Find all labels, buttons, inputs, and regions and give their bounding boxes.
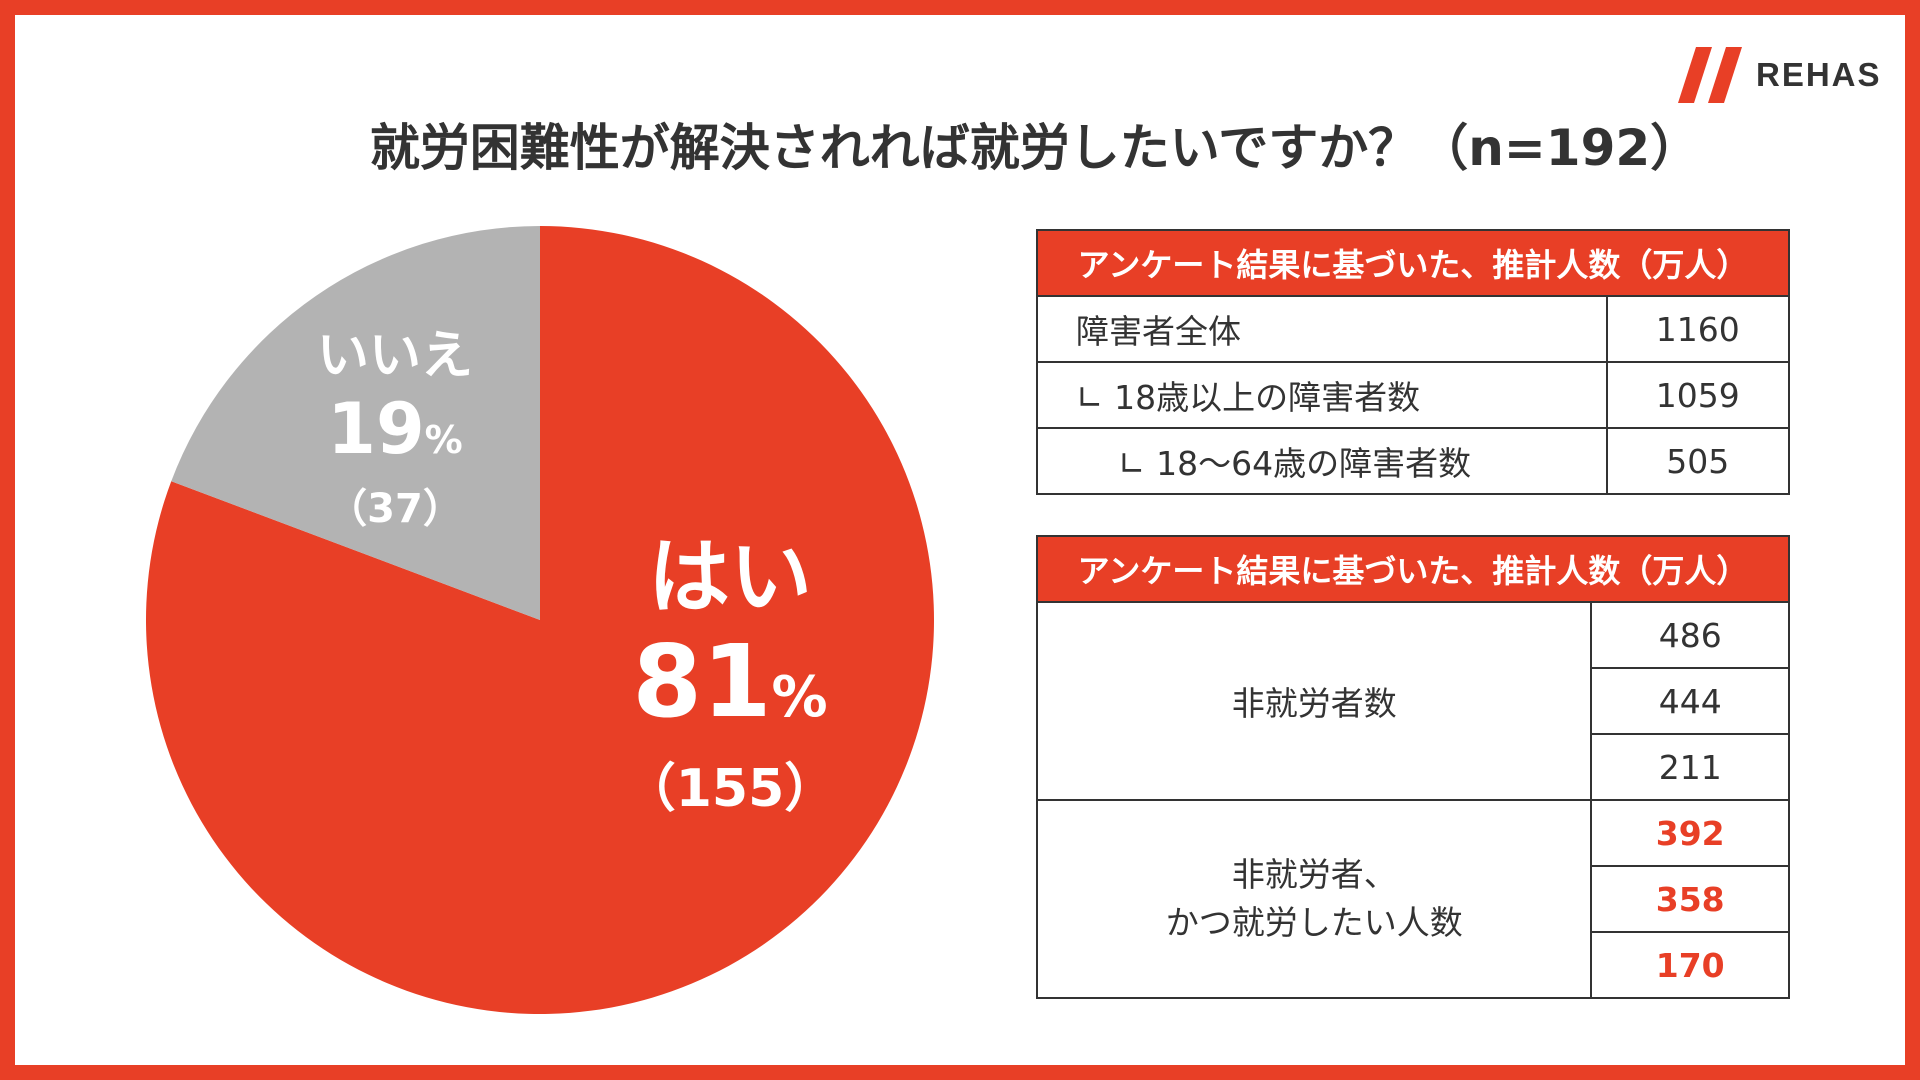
- table2-highlight-value: 392: [1590, 799, 1790, 867]
- non-employed-willing-label: 非就労者、 かつ就労したい人数: [1035, 799, 1593, 999]
- table-row: 非就労者数 486: [1035, 601, 1790, 801]
- willing-label-line1: 非就労者、: [1231, 855, 1397, 894]
- table-row: ∟ 18歳以上の障害者数 1059: [1036, 361, 1791, 429]
- willing-label-line2: かつ就労したい人数: [1165, 903, 1463, 942]
- no-percent: 19%: [327, 388, 463, 470]
- page-title: 就労困難性が解決されれば就労したいですか？（n=192）: [369, 119, 1701, 177]
- no-slice-label: いいえ 19% （37）: [270, 325, 520, 536]
- table1-row-value: 1160: [1605, 295, 1791, 363]
- yes-label-text: はい: [647, 530, 812, 625]
- table-row: ∟ 18〜64歳の障害者数 505: [1036, 427, 1791, 495]
- pie-chart: [145, 226, 934, 1015]
- table2-header: アンケート結果に基づいた、推計人数（万人）: [1036, 535, 1790, 603]
- table1-row-label: ∟ 18〜64歳の障害者数: [1036, 427, 1608, 495]
- table2-highlight-value: 170: [1590, 931, 1790, 999]
- pie-slice-no: [171, 226, 541, 620]
- table2-highlight-value: 358: [1590, 865, 1790, 933]
- no-label-text: いいえ: [316, 326, 473, 386]
- table-row: 358: [1037, 865, 1790, 933]
- table1-row-value: 505: [1605, 427, 1791, 495]
- table1-header: アンケート結果に基づいた、推計人数（万人）: [1036, 229, 1790, 297]
- table2-value: 211: [1590, 733, 1790, 801]
- pie-svg: [145, 226, 934, 1015]
- brand-logo: REHAS: [1678, 47, 1882, 103]
- table-row: 211: [1037, 733, 1790, 801]
- table-row: 170: [1037, 931, 1790, 999]
- table2-value: 444: [1590, 667, 1790, 735]
- table-row: 444: [1037, 667, 1790, 735]
- estimate-table-2: アンケート結果に基づいた、推計人数（万人） 非就労者数 486 444 211 …: [1035, 535, 1790, 999]
- table-row: 障害者全体 1160: [1036, 295, 1791, 363]
- table1-row-label: 障害者全体: [1036, 295, 1608, 363]
- brand-name: REHAS: [1756, 56, 1882, 93]
- table-row: 非就労者、 かつ就労したい人数 392: [1035, 799, 1790, 999]
- yes-slice-label: はい 81% （155）: [600, 530, 860, 824]
- rehas-logo-icon: [1678, 47, 1742, 103]
- yes-count: （155）: [623, 759, 837, 819]
- table1-row-label: ∟ 18歳以上の障害者数: [1036, 361, 1608, 429]
- yes-percent: 81%: [632, 623, 828, 740]
- non-employed-label: 非就労者数: [1035, 601, 1593, 801]
- table2-value: 486: [1590, 601, 1790, 669]
- estimate-table-1: アンケート結果に基づいた、推計人数（万人） 障害者全体 1160 ∟ 18歳以上…: [1036, 229, 1791, 495]
- table1-row-value: 1059: [1605, 361, 1791, 429]
- no-count: （37）: [327, 486, 463, 532]
- pie-slice-yes: [145, 226, 934, 1015]
